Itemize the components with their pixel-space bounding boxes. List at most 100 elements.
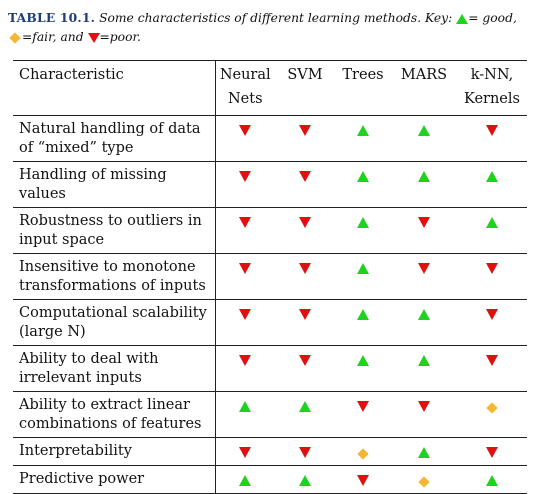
rating-cell-neural-nets bbox=[215, 299, 275, 346]
rating-cell-mars bbox=[391, 161, 457, 208]
rating-cell-mars bbox=[391, 207, 457, 254]
fair-diamond-icon bbox=[357, 448, 369, 460]
poor-down-triangle-icon bbox=[239, 125, 252, 136]
good-key-icon bbox=[456, 13, 469, 24]
rating-cell-neural-nets bbox=[215, 391, 275, 438]
good-up-triangle-icon bbox=[418, 125, 430, 136]
rating-cell-neural-nets bbox=[215, 115, 275, 162]
poor-down-triangle-icon bbox=[299, 309, 311, 320]
rating-cell-neural-nets bbox=[215, 161, 275, 208]
rating-cell-svm bbox=[275, 299, 335, 346]
header-characteristic: Characteristic bbox=[13, 60, 216, 116]
poor-down-triangle-icon bbox=[486, 263, 498, 274]
rating-cell-mars bbox=[391, 299, 457, 346]
header-trees: Trees bbox=[335, 60, 391, 116]
rating-cell-mars bbox=[391, 115, 457, 162]
rating-cell-svm bbox=[275, 345, 335, 392]
rating-cell-knn-kernels bbox=[457, 345, 527, 392]
table-row: Predictive power bbox=[13, 465, 527, 494]
good-up-triangle-icon bbox=[299, 401, 311, 412]
rating-cell-trees bbox=[335, 345, 391, 392]
table-row: Handling of missing values bbox=[13, 161, 527, 208]
poor-down-triangle-icon bbox=[239, 171, 252, 182]
good-up-triangle-icon bbox=[357, 309, 369, 320]
rating-cell-svm bbox=[275, 465, 335, 494]
poor-down-triangle-icon bbox=[299, 125, 311, 136]
fair-key-icon bbox=[9, 31, 21, 44]
rating-cell-mars bbox=[391, 391, 457, 438]
rating-cell-neural-nets bbox=[215, 253, 275, 300]
rating-cell-svm bbox=[275, 437, 335, 466]
poor-down-triangle-icon bbox=[486, 309, 498, 320]
characteristic-label: Insensitive to monotone transformations … bbox=[13, 253, 216, 300]
header-row: Characteristic Neural Nets SVM Trees MAR… bbox=[13, 60, 527, 116]
characteristic-label: Ability to extract linear combinations o… bbox=[13, 391, 216, 438]
poor-down-triangle-icon bbox=[299, 355, 311, 366]
rating-cell-neural-nets bbox=[215, 207, 275, 254]
header-knn-kernels: k-NN, Kernels bbox=[457, 60, 527, 116]
characteristic-label: Interpretability bbox=[13, 437, 216, 466]
table-row: Ability to deal with irrelevant inputs bbox=[13, 345, 527, 392]
characteristic-label: Natural handling of data of “mixed” type bbox=[13, 115, 216, 162]
rating-cell-knn-kernels bbox=[457, 465, 527, 494]
rating-cell-knn-kernels bbox=[457, 161, 527, 208]
caption-label: TABLE 10.1. bbox=[8, 10, 96, 25]
table-row: Ability to extract linear combinations o… bbox=[13, 391, 527, 438]
characteristic-label: Handling of missing values bbox=[13, 161, 216, 208]
rating-cell-trees bbox=[335, 465, 391, 494]
rating-cell-neural-nets bbox=[215, 345, 275, 392]
good-up-triangle-icon bbox=[357, 263, 369, 274]
rating-cell-svm bbox=[275, 207, 335, 254]
good-up-triangle-icon bbox=[418, 309, 430, 320]
rating-cell-knn-kernels bbox=[457, 253, 527, 300]
rating-cell-svm bbox=[275, 115, 335, 162]
poor-down-triangle-icon bbox=[486, 447, 498, 458]
poor-down-triangle-icon bbox=[239, 217, 252, 228]
caption-fair-text: =fair, and bbox=[22, 30, 88, 44]
rating-cell-trees bbox=[335, 207, 391, 254]
good-up-triangle-icon bbox=[418, 447, 430, 458]
rating-cell-trees bbox=[335, 253, 391, 300]
fair-diamond-icon bbox=[486, 402, 498, 414]
poor-key-icon bbox=[87, 32, 100, 43]
rating-cell-neural-nets bbox=[215, 437, 275, 466]
poor-down-triangle-icon bbox=[418, 401, 430, 412]
characteristic-label: Ability to deal with irrelevant inputs bbox=[13, 345, 216, 392]
rating-cell-svm bbox=[275, 391, 335, 438]
poor-down-triangle-icon bbox=[299, 171, 311, 182]
table-row: Computational scalability (large N) bbox=[13, 299, 527, 346]
poor-down-triangle-icon bbox=[486, 125, 498, 136]
good-up-triangle-icon bbox=[486, 217, 498, 228]
header-mars: MARS bbox=[391, 60, 457, 116]
good-up-triangle-icon bbox=[418, 171, 430, 182]
characteristic-label: Robustness to outliers in input space bbox=[13, 207, 216, 254]
rating-cell-trees bbox=[335, 115, 391, 162]
poor-down-triangle-icon bbox=[239, 447, 252, 458]
poor-down-triangle-icon bbox=[486, 355, 498, 366]
rating-cell-knn-kernels bbox=[457, 437, 527, 466]
caption-text: Some characteristics of different learni… bbox=[95, 11, 457, 25]
good-up-triangle-icon bbox=[239, 401, 252, 412]
poor-down-triangle-icon bbox=[418, 263, 430, 274]
poor-down-triangle-icon bbox=[357, 401, 369, 412]
poor-down-triangle-icon bbox=[418, 217, 430, 228]
rating-cell-svm bbox=[275, 253, 335, 300]
good-up-triangle-icon bbox=[418, 355, 430, 366]
rating-cell-trees bbox=[335, 161, 391, 208]
characteristic-label: Predictive power bbox=[13, 465, 216, 494]
caption-good-text: = good, bbox=[468, 11, 517, 25]
rating-cell-mars bbox=[391, 437, 457, 466]
characteristic-label: Computational scalability (large N) bbox=[13, 299, 216, 346]
rating-cell-neural-nets bbox=[215, 465, 275, 494]
table-body: Natural handling of data of “mixed” type… bbox=[13, 115, 527, 494]
good-up-triangle-icon bbox=[357, 355, 369, 366]
good-up-triangle-icon bbox=[486, 171, 498, 182]
rating-cell-knn-kernels bbox=[457, 299, 527, 346]
poor-down-triangle-icon bbox=[239, 263, 252, 274]
rating-cell-knn-kernels bbox=[457, 207, 527, 254]
table-row: Interpretability bbox=[13, 437, 527, 466]
poor-down-triangle-icon bbox=[299, 263, 311, 274]
rating-cell-knn-kernels bbox=[457, 391, 527, 438]
rating-cell-mars bbox=[391, 253, 457, 300]
rating-cell-trees bbox=[335, 299, 391, 346]
